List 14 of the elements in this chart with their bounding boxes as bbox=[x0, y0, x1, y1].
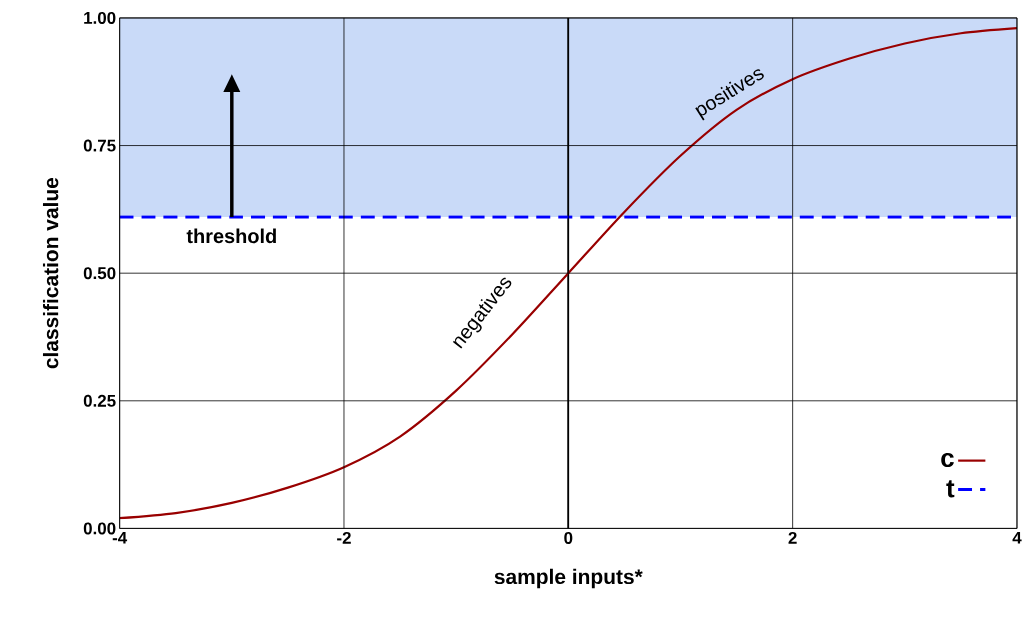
legend-label: t bbox=[946, 480, 955, 498]
y-tick-label: 0.75 bbox=[83, 139, 116, 152]
y-axis-title: classification value bbox=[42, 177, 59, 369]
x-tick-label: 4 bbox=[1012, 531, 1022, 544]
legend-label: c bbox=[941, 452, 954, 468]
line-series bbox=[119, 27, 1017, 520]
y-tick-label: 0.50 bbox=[83, 267, 116, 280]
annotation: threshold bbox=[186, 228, 276, 244]
y-tick-label: 0.25 bbox=[83, 394, 116, 407]
y-tick-label: 1.00 bbox=[84, 11, 116, 24]
x-axis-title: sample inputs* bbox=[494, 568, 643, 589]
x-tick-label: 2 bbox=[788, 531, 797, 544]
x-tick-label: -2 bbox=[337, 531, 351, 544]
x-tick-label: 0 bbox=[564, 531, 573, 544]
